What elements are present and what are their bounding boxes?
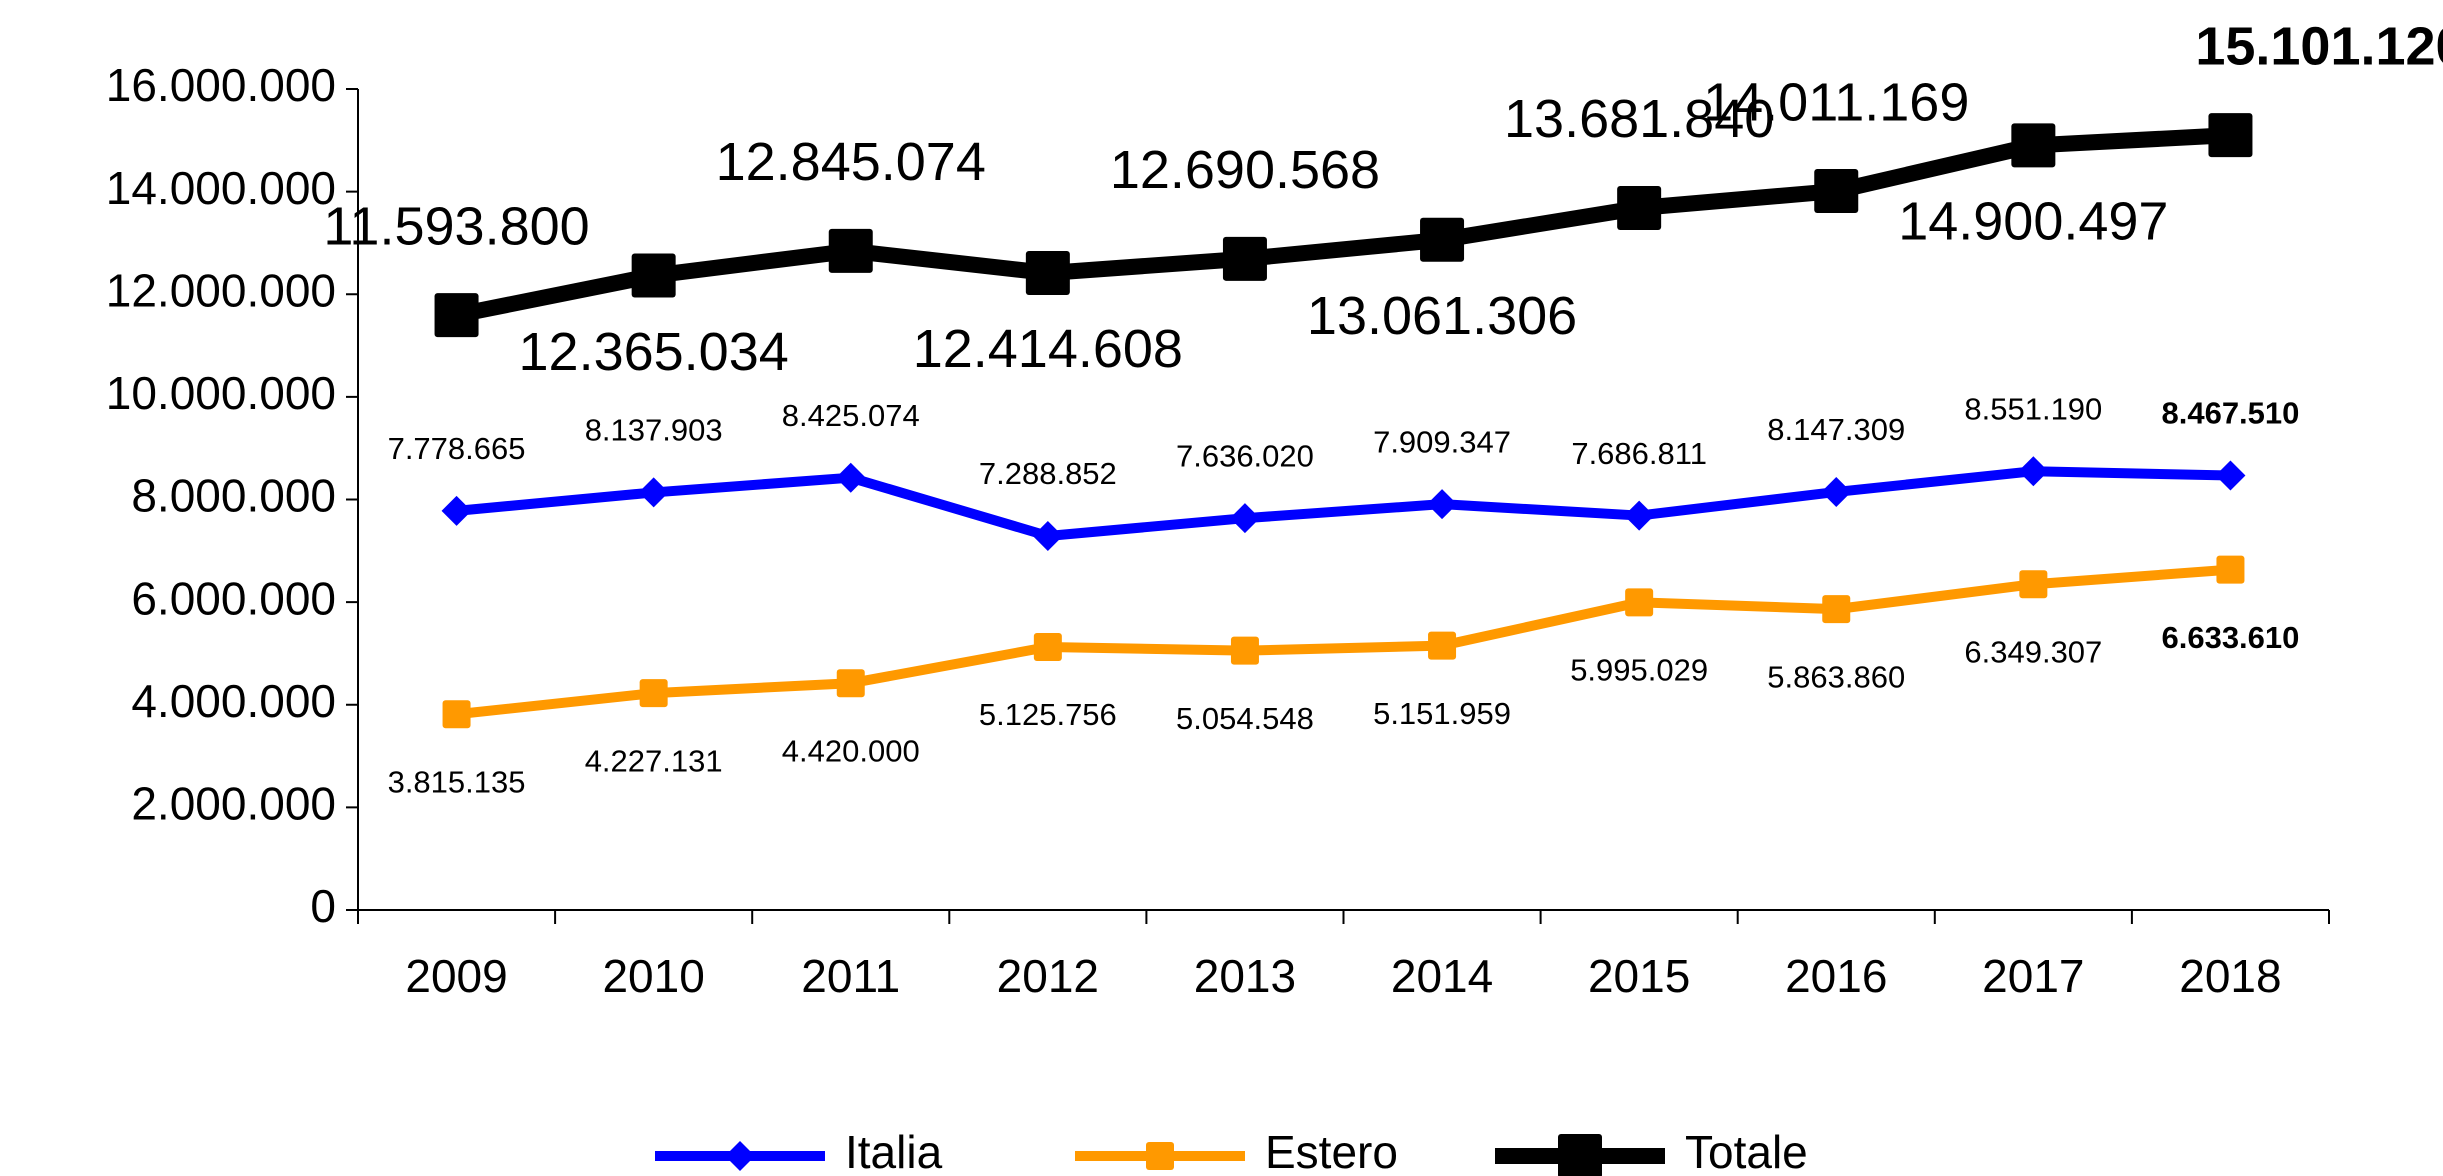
- marker: [2019, 570, 2048, 599]
- data-label: 3.815.135: [388, 764, 526, 799]
- x-tick-label: 2009: [405, 950, 507, 1002]
- data-label: 5.054.548: [1176, 701, 1314, 736]
- data-label: 5.995.029: [1570, 653, 1708, 688]
- marker: [1821, 476, 1852, 507]
- data-label: 15.101.120: [2195, 16, 2443, 76]
- data-label: 12.365.034: [519, 322, 789, 382]
- data-label: 5.863.860: [1767, 659, 1905, 694]
- marker: [1814, 169, 1859, 214]
- marker: [639, 679, 668, 708]
- marker: [631, 253, 676, 298]
- x-tick-label: 2010: [602, 950, 704, 1002]
- data-label: 8.137.903: [585, 413, 723, 448]
- data-label: 14.900.497: [1898, 192, 2168, 252]
- marker: [1033, 632, 1062, 661]
- marker: [434, 293, 479, 338]
- marker: [1420, 217, 1465, 262]
- marker: [441, 495, 472, 526]
- marker: [2215, 460, 2246, 491]
- marker: [836, 669, 865, 698]
- data-label: 7.636.020: [1176, 438, 1314, 473]
- data-label: 11.593.800: [323, 196, 589, 256]
- legend-label: Italia: [845, 1126, 943, 1176]
- y-tick-label: 12.000.000: [106, 264, 336, 316]
- data-label: 7.778.665: [388, 431, 526, 466]
- series-line: [456, 564, 2231, 720]
- series-line: [454, 127, 2231, 323]
- marker: [725, 1141, 755, 1171]
- marker: [828, 228, 873, 273]
- data-label: 13.061.306: [1307, 286, 1577, 346]
- marker: [835, 462, 866, 493]
- data-label: 7.288.852: [979, 456, 1117, 491]
- marker: [1428, 631, 1457, 660]
- data-label: 4.420.000: [782, 733, 920, 768]
- marker: [2011, 123, 2056, 168]
- data-label: 8.551.190: [1964, 391, 2102, 426]
- marker: [638, 477, 669, 508]
- marker: [1230, 636, 1259, 665]
- data-label: 6.349.307: [1964, 634, 2102, 669]
- y-tick-label: 16.000.000: [106, 59, 336, 111]
- series-line: [456, 466, 2231, 541]
- y-tick-label: 8.000.000: [131, 470, 336, 522]
- data-label: 14.011.169: [1703, 72, 1969, 132]
- data-label: 6.633.610: [2161, 620, 2299, 655]
- data-label: 5.125.756: [979, 697, 1117, 732]
- marker: [1624, 500, 1655, 531]
- marker: [1222, 236, 1267, 281]
- marker: [1625, 588, 1654, 617]
- marker: [1025, 250, 1070, 295]
- x-tick-label: 2016: [1785, 950, 1887, 1002]
- data-label: 4.227.131: [585, 743, 723, 778]
- data-label: 8.147.309: [1767, 412, 1905, 447]
- data-label: 12.414.608: [913, 319, 1183, 379]
- data-label: 12.845.074: [716, 132, 986, 192]
- marker: [1146, 1142, 1174, 1170]
- data-label: 5.151.959: [1373, 696, 1511, 731]
- data-label: 12.690.568: [1110, 140, 1380, 200]
- x-tick-label: 2011: [801, 950, 900, 1002]
- marker: [2018, 456, 2049, 487]
- x-tick-label: 2013: [1194, 950, 1296, 1002]
- y-tick-label: 2.000.000: [131, 778, 336, 830]
- data-label: 7.686.811: [1571, 436, 1707, 471]
- x-tick-label: 2012: [997, 950, 1099, 1002]
- y-tick-label: 6.000.000: [131, 572, 336, 624]
- marker: [1617, 185, 1662, 230]
- marker: [1427, 489, 1458, 520]
- y-tick-label: 14.000.000: [106, 162, 336, 214]
- data-label: 7.909.347: [1373, 424, 1511, 459]
- data-label: 8.467.510: [2161, 396, 2299, 431]
- marker: [1822, 595, 1851, 624]
- y-tick-label: 0: [310, 880, 336, 932]
- legend-label: Totale: [1685, 1126, 1808, 1176]
- x-tick-label: 2018: [2179, 950, 2281, 1002]
- marker: [442, 700, 471, 729]
- y-tick-label: 10.000.000: [106, 367, 336, 419]
- y-tick-label: 4.000.000: [131, 675, 336, 727]
- data-label: 8.425.074: [782, 398, 920, 433]
- marker: [1032, 520, 1063, 551]
- marker: [2208, 113, 2253, 158]
- data-label: 13.681.840: [1504, 89, 1774, 149]
- marker: [2216, 555, 2245, 584]
- x-tick-label: 2017: [1982, 950, 2084, 1002]
- x-tick-label: 2014: [1391, 950, 1493, 1002]
- legend-label: Estero: [1265, 1126, 1398, 1176]
- marker: [1229, 503, 1260, 534]
- x-tick-label: 2015: [1588, 950, 1690, 1002]
- marker: [1558, 1134, 1602, 1176]
